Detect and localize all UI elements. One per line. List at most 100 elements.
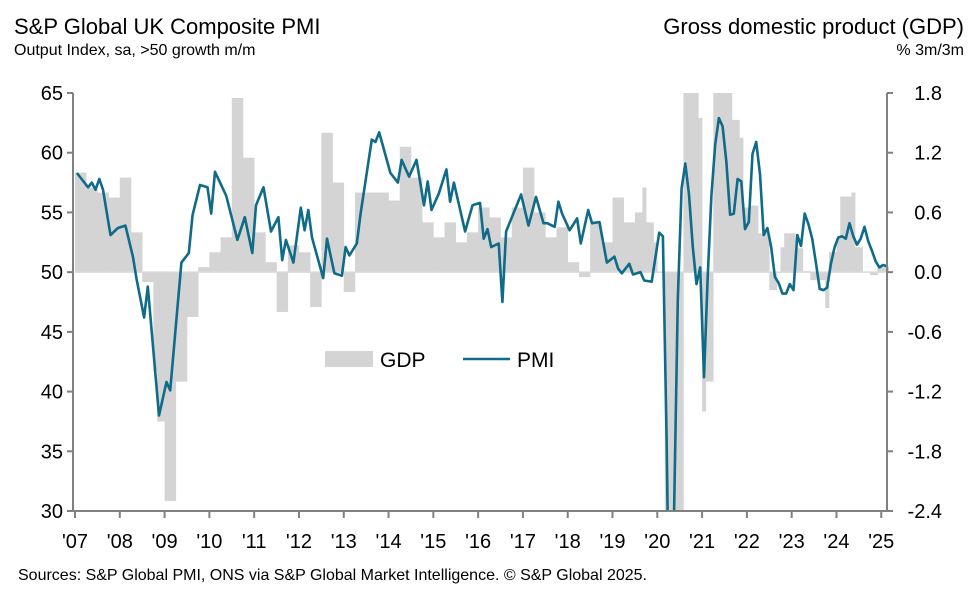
left-axis-tick-label: 55 xyxy=(41,202,63,224)
chart-title-right: Gross domestic product (GDP) xyxy=(663,14,964,39)
gdp-bar xyxy=(142,272,154,283)
gdp-bar xyxy=(265,262,277,273)
gdp-bar xyxy=(642,187,647,273)
gdp-bar xyxy=(343,272,356,293)
right-axis-tick-label: 1.8 xyxy=(914,83,942,105)
source-note: Sources: S&P Global PMI, ONS via S&P Glo… xyxy=(18,567,647,584)
gdp-bar xyxy=(743,207,751,273)
gdp-bar xyxy=(310,272,322,307)
gdp-bar xyxy=(780,247,785,273)
right-axis-tick-label: -1.8 xyxy=(908,441,942,463)
right-axis-tick-label: -2.4 xyxy=(908,501,942,523)
x-axis-tick-label: '18 xyxy=(555,531,581,553)
gdp-bar xyxy=(231,97,244,273)
x-axis-tick-label: '24 xyxy=(823,531,849,553)
x-axis-tick-label: '20 xyxy=(644,531,670,553)
gdp-bar xyxy=(433,237,445,273)
gdp-bar xyxy=(870,272,878,276)
gdp-bar xyxy=(455,242,468,273)
gdp-bar xyxy=(198,267,210,273)
gdp-bar xyxy=(750,205,759,273)
gdp-bar xyxy=(784,233,796,273)
x-axis-tick-label: '22 xyxy=(734,531,760,553)
right-axis-tick-label: 0.6 xyxy=(914,202,942,224)
gdp-bar xyxy=(567,262,580,273)
x-axis-tick-label: '12 xyxy=(286,531,312,553)
gdp-bar xyxy=(511,207,524,273)
gdp-bar xyxy=(466,232,479,273)
left-axis-tick-label: 30 xyxy=(41,501,63,523)
gdp-bar xyxy=(75,172,87,273)
gdp-bar xyxy=(500,237,513,273)
gdp-bar xyxy=(836,237,841,273)
gdp-bar xyxy=(545,237,557,273)
gdp-bar xyxy=(157,272,165,422)
left-axis-tick-label: 50 xyxy=(41,262,63,284)
right-axis-tick-label: 0.0 xyxy=(914,262,942,284)
gdp-bar xyxy=(739,137,744,273)
legend: GDP PMI xyxy=(325,349,554,372)
gdp-bar xyxy=(242,157,255,273)
gdp-bar xyxy=(108,197,121,273)
x-axis-tick-label: '16 xyxy=(465,531,491,553)
gdp-bar xyxy=(410,177,423,273)
gdp-bar xyxy=(683,93,699,273)
gdp-bar xyxy=(209,252,221,273)
gdp-bar xyxy=(388,200,401,273)
gdp-bar xyxy=(276,272,289,312)
gdp-bars xyxy=(75,93,889,511)
gdp-bar xyxy=(366,192,378,273)
gdp-bar xyxy=(298,252,311,273)
gdp-bar xyxy=(612,197,625,273)
legend-label-pmi: PMI xyxy=(517,349,554,372)
gdp-bar xyxy=(713,93,733,273)
x-axis-tick-label: '17 xyxy=(510,531,536,553)
left-axis-tick-label: 40 xyxy=(41,382,63,404)
right-axis-tick-label: 1.2 xyxy=(914,143,942,165)
left-axis-subtitle: Output Index, sa, >50 growth m/m xyxy=(14,42,256,59)
x-axis-tick-label: '14 xyxy=(376,531,402,553)
gdp-bar xyxy=(220,237,233,273)
x-axis-tick-label: '21 xyxy=(689,531,715,553)
gdp-bar xyxy=(855,247,863,273)
left-axis-tick-label: 65 xyxy=(41,83,63,105)
gdp-bar xyxy=(377,192,389,273)
gdp-bar xyxy=(825,272,830,308)
gdp-bar xyxy=(175,272,188,382)
legend-swatch-gdp xyxy=(325,351,373,367)
gdp-bar xyxy=(646,222,654,273)
gdp-bar xyxy=(556,227,569,273)
x-axis-tick-label: '23 xyxy=(779,531,805,553)
pmi-line xyxy=(75,116,888,511)
x-axis-tick-label: '07 xyxy=(62,531,88,553)
x-axis-tick-label: '11 xyxy=(242,531,267,553)
gdp-bar xyxy=(634,212,643,273)
gdp-bar xyxy=(829,252,837,273)
x-axis-tick-label: '09 xyxy=(152,531,178,553)
gdp-bar xyxy=(153,272,158,372)
gdp-bar xyxy=(877,267,886,273)
gdp-bar xyxy=(254,232,266,273)
x-axis-tick-label: '10 xyxy=(196,531,222,553)
gdp-bar xyxy=(534,212,546,273)
gdp-bar xyxy=(590,222,602,273)
gdp-bar xyxy=(354,192,367,273)
gdp-bar xyxy=(399,146,412,273)
gdp-bar xyxy=(86,187,98,273)
gdp-bar xyxy=(130,232,143,273)
gdp-bar xyxy=(321,132,333,273)
gdp-bar xyxy=(422,222,434,273)
gdp-bar xyxy=(758,233,770,273)
x-axis-tick-label: '13 xyxy=(331,531,357,553)
left-axis-tick-label: 35 xyxy=(41,441,63,463)
x-axis-tick-label: '19 xyxy=(599,531,625,553)
gdp-bar xyxy=(444,222,457,273)
pmi-line-group xyxy=(75,116,888,511)
gdp-bar xyxy=(332,182,345,273)
gdp-bar xyxy=(97,192,109,273)
gdp-bar xyxy=(795,248,804,273)
gdp-bar xyxy=(186,272,199,317)
gdp-bar xyxy=(623,222,636,273)
x-axis-tick-label: '08 xyxy=(107,531,133,553)
